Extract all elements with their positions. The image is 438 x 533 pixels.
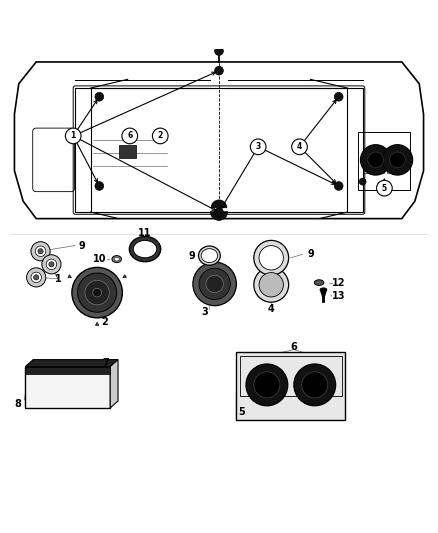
Circle shape [259, 246, 283, 270]
Circle shape [193, 262, 237, 305]
Circle shape [38, 249, 43, 254]
Wedge shape [123, 275, 126, 278]
Circle shape [254, 372, 280, 398]
Ellipse shape [198, 246, 220, 265]
Bar [387, 163, 396, 173]
Polygon shape [321, 289, 326, 299]
Bar [375, 149, 385, 159]
Ellipse shape [133, 240, 157, 258]
Wedge shape [95, 322, 99, 326]
Circle shape [206, 275, 223, 293]
Bar [363, 163, 372, 173]
Text: 7: 7 [102, 358, 109, 368]
Text: 9: 9 [307, 249, 314, 260]
Wedge shape [210, 212, 228, 220]
Bar [75, 88, 363, 212]
Circle shape [382, 144, 413, 175]
Circle shape [78, 273, 117, 312]
Circle shape [65, 128, 81, 144]
Text: 6: 6 [290, 342, 297, 352]
Circle shape [359, 178, 366, 185]
Ellipse shape [314, 280, 324, 286]
Text: 5: 5 [239, 407, 245, 417]
Wedge shape [211, 200, 227, 208]
Bar [119, 144, 136, 158]
Ellipse shape [320, 288, 327, 292]
Circle shape [334, 182, 343, 190]
Circle shape [251, 139, 266, 155]
Circle shape [215, 66, 223, 75]
Ellipse shape [114, 257, 120, 261]
Text: 5: 5 [382, 184, 387, 192]
Text: 6: 6 [127, 132, 132, 140]
Circle shape [35, 246, 46, 256]
Ellipse shape [129, 237, 161, 262]
Circle shape [246, 364, 288, 406]
Circle shape [294, 364, 336, 406]
Circle shape [49, 262, 54, 267]
Circle shape [302, 372, 328, 398]
Ellipse shape [112, 256, 121, 263]
Circle shape [31, 272, 42, 282]
Bar [25, 367, 110, 375]
Bar [387, 149, 396, 159]
Text: 9: 9 [78, 240, 85, 251]
Circle shape [360, 144, 391, 175]
Circle shape [42, 255, 61, 274]
Circle shape [31, 241, 50, 261]
Text: 3: 3 [201, 307, 208, 317]
Bar [25, 367, 110, 408]
Text: 1: 1 [71, 132, 76, 140]
Circle shape [215, 47, 223, 55]
Circle shape [34, 275, 39, 280]
Circle shape [85, 280, 110, 305]
Circle shape [334, 92, 343, 101]
Circle shape [368, 152, 384, 168]
Text: 2: 2 [158, 132, 163, 140]
Text: 2: 2 [102, 317, 108, 327]
Circle shape [390, 152, 405, 168]
Polygon shape [110, 360, 118, 408]
Ellipse shape [201, 249, 218, 263]
Text: 10: 10 [92, 254, 106, 264]
Polygon shape [25, 360, 118, 367]
Text: 1: 1 [55, 273, 61, 284]
Bar [358, 132, 410, 190]
Text: 12: 12 [332, 278, 346, 288]
Bar [363, 149, 372, 159]
Circle shape [377, 180, 392, 196]
Circle shape [259, 272, 283, 297]
Bar [375, 163, 385, 173]
Circle shape [72, 268, 122, 318]
Bar [237, 352, 345, 419]
Text: 8: 8 [14, 399, 21, 409]
Text: 4: 4 [297, 142, 302, 151]
Circle shape [292, 139, 307, 155]
Circle shape [215, 208, 223, 216]
Circle shape [199, 268, 230, 300]
Wedge shape [68, 275, 71, 278]
Circle shape [152, 128, 168, 144]
Text: 11: 11 [138, 228, 152, 238]
Bar [240, 356, 342, 396]
Circle shape [122, 128, 138, 144]
Circle shape [95, 182, 104, 190]
Circle shape [254, 268, 289, 302]
Text: 4: 4 [268, 304, 275, 314]
Circle shape [95, 92, 104, 101]
Text: 9: 9 [189, 251, 195, 261]
Circle shape [254, 240, 289, 275]
Text: 3: 3 [255, 142, 261, 151]
Circle shape [93, 288, 102, 297]
Circle shape [27, 268, 46, 287]
Circle shape [46, 259, 57, 270]
Text: 13: 13 [332, 291, 346, 301]
